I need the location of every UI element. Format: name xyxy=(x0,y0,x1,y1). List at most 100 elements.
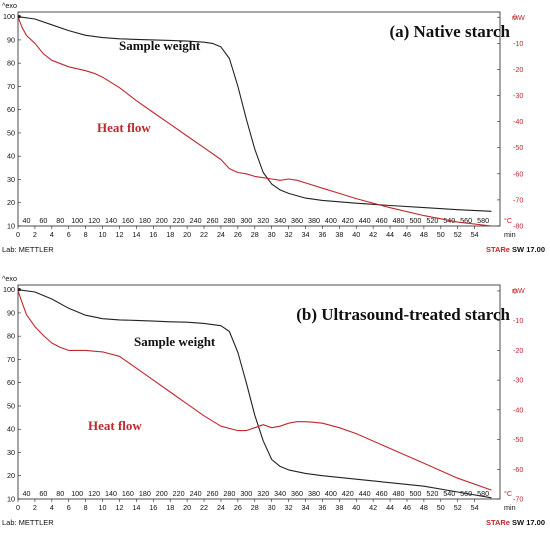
sample-weight-line xyxy=(17,289,492,499)
x-time-tick-label: 44 xyxy=(386,503,394,512)
x-time-tick-label: 18 xyxy=(166,503,174,512)
y-left-tick-label: 30 xyxy=(7,448,15,457)
x-temp-tick-label: 560 xyxy=(460,216,472,225)
y-left-tick-label: 20 xyxy=(7,471,15,480)
x-temp-tick-label: 40 xyxy=(22,216,30,225)
x-time-tick-label: 52 xyxy=(454,503,462,512)
x-time-tick-label: 48 xyxy=(420,230,428,239)
x-temp-tick-label: 500 xyxy=(409,489,421,498)
x-temp-tick-label: 440 xyxy=(359,489,371,498)
x-temp-tick-label: 80 xyxy=(56,489,64,498)
heat-flow-line xyxy=(17,290,492,491)
x-temp-tick-label: 460 xyxy=(376,489,388,498)
x-time-tick-label: 14 xyxy=(132,230,140,239)
y-left-tick-label: 90 xyxy=(7,35,15,44)
x-time-tick-label: 4 xyxy=(50,230,54,239)
x-time-tick-label: 12 xyxy=(115,230,123,239)
x-time-tick-label: 40 xyxy=(352,230,360,239)
x-time-tick-label: 2 xyxy=(33,230,37,239)
footer-lab: Lab: METTLER xyxy=(2,518,54,527)
x-time-tick-label: 20 xyxy=(183,503,191,512)
sample-weight-annotation: Sample weight xyxy=(119,38,201,53)
y-right-tick-label: -50 xyxy=(513,143,523,152)
x-time-unit: min xyxy=(504,230,516,239)
x-time-tick-label: 40 xyxy=(352,503,360,512)
x-time-tick-label: 46 xyxy=(403,230,411,239)
x-time-tick-label: 34 xyxy=(302,230,310,239)
x-time-tick-label: 44 xyxy=(386,230,394,239)
x-time-tick-label: 20 xyxy=(183,230,191,239)
x-temp-tick-label: 220 xyxy=(173,216,185,225)
x-temp-tick-label: 520 xyxy=(426,216,438,225)
x-temp-tick-label: 160 xyxy=(122,216,134,225)
x-time-tick-label: 24 xyxy=(217,503,225,512)
x-temp-tick-label: 180 xyxy=(139,489,151,498)
x-time-tick-label: 14 xyxy=(132,503,140,512)
y-right-tick-label: 0 xyxy=(513,13,517,22)
y-left-tick-label: 70 xyxy=(7,82,15,91)
x-temp-unit: °C xyxy=(504,216,512,225)
x-time-tick-label: 52 xyxy=(454,230,462,239)
footer-lab: Lab: METTLER xyxy=(2,245,54,254)
y-left-tick-label: 60 xyxy=(7,105,15,114)
y-right-tick-label: -30 xyxy=(513,91,523,100)
x-time-tick-label: 32 xyxy=(285,230,293,239)
x-temp-tick-label: 300 xyxy=(240,489,252,498)
y-left-tick-label: 60 xyxy=(7,378,15,387)
x-temp-tick-label: 320 xyxy=(257,216,269,225)
x-temp-tick-label: 60 xyxy=(39,216,47,225)
y-right-tick-label: -40 xyxy=(513,405,523,414)
y-right-tick-label: -30 xyxy=(513,376,523,385)
y-left-label: ^exo xyxy=(2,1,17,10)
x-temp-tick-label: 380 xyxy=(308,216,320,225)
y-left-tick-label: 40 xyxy=(7,152,15,161)
x-temp-tick-label: 360 xyxy=(291,489,303,498)
heat-flow-annotation: Heat flow xyxy=(88,418,142,433)
y-right-label: mW xyxy=(512,13,525,22)
y-right-tick-label: 0 xyxy=(513,286,517,295)
y-right-tick-label: -50 xyxy=(513,435,523,444)
x-temp-tick-label: 420 xyxy=(342,216,354,225)
sample-weight-line xyxy=(17,16,492,212)
y-right-tick-label: -60 xyxy=(513,465,523,474)
x-time-tick-label: 0 xyxy=(16,230,20,239)
chart-title: (a) Native starch xyxy=(389,22,510,41)
x-temp-tick-label: 260 xyxy=(206,216,218,225)
x-temp-tick-label: 180 xyxy=(139,216,151,225)
y-left-label: ^exo xyxy=(2,274,17,283)
x-time-tick-label: 22 xyxy=(200,230,208,239)
x-time-tick-label: 10 xyxy=(99,503,107,512)
x-time-tick-label: 38 xyxy=(335,230,343,239)
y-right-tick-label: -60 xyxy=(513,169,523,178)
y-left-tick-label: 30 xyxy=(7,175,15,184)
x-time-tick-label: 42 xyxy=(369,503,377,512)
x-temp-tick-label: 520 xyxy=(426,489,438,498)
x-temp-tick-label: 340 xyxy=(274,489,286,498)
x-temp-tick-label: 120 xyxy=(88,216,100,225)
x-temp-tick-label: 40 xyxy=(22,489,30,498)
x-temp-tick-label: 400 xyxy=(325,489,337,498)
x-time-tick-label: 32 xyxy=(285,503,293,512)
x-time-tick-label: 34 xyxy=(302,503,310,512)
x-time-tick-label: 24 xyxy=(217,230,225,239)
x-temp-tick-label: 140 xyxy=(105,216,117,225)
y-left-tick-label: 50 xyxy=(7,128,15,137)
x-temp-tick-label: 500 xyxy=(409,216,421,225)
x-temp-tick-label: 160 xyxy=(122,489,134,498)
x-time-tick-label: 46 xyxy=(403,503,411,512)
x-time-tick-label: 42 xyxy=(369,230,377,239)
y-left-tick-label: 80 xyxy=(7,59,15,68)
x-time-tick-label: 10 xyxy=(99,230,107,239)
x-time-tick-label: 54 xyxy=(471,230,479,239)
chart-panel-2: ^exomW1009080706050403020100-10-20-30-40… xyxy=(2,274,545,527)
x-temp-tick-label: 60 xyxy=(39,489,47,498)
y-right-tick-label: -70 xyxy=(513,195,523,204)
y-right-tick-label: -20 xyxy=(513,65,523,74)
x-temp-tick-label: 200 xyxy=(156,216,168,225)
x-temp-tick-label: 280 xyxy=(223,216,235,225)
x-temp-tick-label: 320 xyxy=(257,489,269,498)
x-time-tick-label: 12 xyxy=(115,503,123,512)
plot-frame xyxy=(17,11,501,227)
y-left-tick-label: 100 xyxy=(3,12,15,21)
